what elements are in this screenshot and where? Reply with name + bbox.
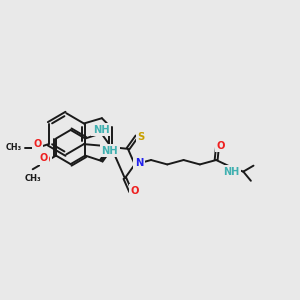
Text: NH: NH: [223, 167, 239, 177]
Text: O: O: [41, 155, 50, 165]
Text: NH: NH: [101, 146, 118, 156]
Text: O: O: [40, 153, 48, 164]
Text: NH: NH: [93, 125, 110, 135]
Text: O: O: [217, 140, 225, 151]
Text: S: S: [137, 132, 145, 142]
Text: N: N: [135, 158, 143, 168]
Text: CH₃: CH₃: [6, 143, 22, 152]
Text: O: O: [34, 139, 42, 149]
Text: CH₃: CH₃: [24, 174, 41, 183]
Text: O: O: [130, 186, 139, 196]
